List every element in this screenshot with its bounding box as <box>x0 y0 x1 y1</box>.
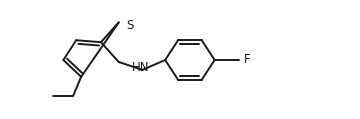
Text: F: F <box>244 54 251 67</box>
Text: HN: HN <box>132 61 149 74</box>
Text: S: S <box>127 19 134 32</box>
